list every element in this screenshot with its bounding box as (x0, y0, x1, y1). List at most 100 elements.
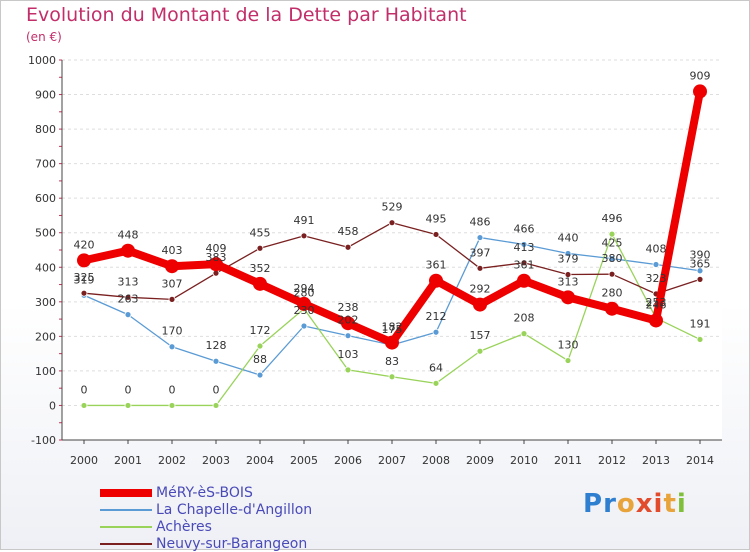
data-point (432, 379, 440, 387)
y-tick-label: 500 (35, 227, 56, 240)
data-point (388, 219, 396, 227)
data-label: 103 (338, 348, 359, 361)
data-label: 238 (338, 301, 359, 314)
data-label: 253 (646, 296, 667, 309)
x-tick-label: 2014 (686, 454, 714, 467)
data-label: 319 (74, 273, 95, 286)
data-point (209, 257, 223, 272)
y-tick-label: -100 (31, 434, 56, 447)
data-point (344, 366, 352, 374)
data-label: 0 (213, 383, 220, 396)
x-tick-label: 2004 (246, 454, 274, 467)
data-point (476, 347, 484, 355)
data-point (124, 402, 132, 409)
logo-letter: P (583, 489, 604, 519)
x-tick-label: 2001 (114, 454, 142, 467)
y-tick-label: 1000 (28, 54, 56, 67)
data-point (693, 84, 707, 99)
data-point (564, 250, 572, 257)
data-label: 323 (646, 272, 667, 285)
data-point (344, 243, 352, 251)
data-point (77, 253, 91, 268)
data-label: 208 (514, 312, 535, 325)
chart-legend: MéRY-èS-BOIS La Chapelle-d'Angillon Achère… (100, 484, 312, 552)
x-tick-label: 2012 (598, 454, 626, 467)
data-label: 413 (514, 241, 535, 254)
data-label: 458 (338, 225, 359, 238)
legend-item: La Chapelle-d'Angillon (100, 501, 312, 518)
data-point (341, 316, 355, 331)
y-tick-label: 300 (35, 296, 56, 309)
data-label: 361 (426, 259, 447, 272)
x-tick-label: 2002 (158, 454, 186, 467)
data-point (256, 244, 264, 252)
data-label: 409 (206, 242, 227, 255)
data-point (608, 230, 616, 238)
data-point (253, 276, 267, 291)
data-label: 280 (294, 287, 315, 300)
data-point (605, 301, 619, 316)
data-label: 352 (250, 262, 271, 275)
chart-subtitle: (en €) (26, 30, 62, 44)
data-label: 280 (602, 287, 623, 300)
data-point (473, 297, 487, 312)
data-label: 448 (118, 229, 139, 242)
data-label: 455 (250, 226, 271, 239)
data-point (80, 402, 88, 409)
proxiti-logo: Proxiti (583, 489, 687, 519)
data-point (297, 296, 311, 311)
legend-label: La Chapelle-d'Angillon (156, 501, 313, 518)
y-tick-label: 700 (35, 158, 56, 171)
data-label: 294 (294, 282, 315, 295)
data-label: 361 (514, 259, 535, 272)
data-label: 182 (382, 321, 403, 334)
data-point (212, 357, 220, 365)
data-point (388, 373, 396, 381)
logo-letter: r (603, 489, 617, 519)
data-point (165, 259, 179, 274)
data-label: 0 (81, 383, 88, 396)
x-tick-label: 2010 (510, 454, 538, 467)
legend-item: Achères (100, 518, 312, 535)
data-label: 397 (470, 246, 491, 259)
y-tick-label: 200 (35, 330, 56, 343)
data-point (432, 231, 440, 238)
data-label: 246 (646, 298, 667, 311)
data-point (561, 290, 575, 305)
data-point (168, 402, 176, 409)
data-label: 491 (294, 214, 315, 227)
logo-letter: t (663, 489, 677, 519)
legend-item: MéRY-èS-BOIS (100, 484, 312, 501)
data-label: 379 (558, 253, 579, 266)
data-point (652, 261, 660, 268)
data-label: 292 (470, 283, 491, 296)
legend-item: Neuvy-sur-Barangeon (100, 535, 312, 552)
data-label: 128 (206, 339, 227, 352)
x-tick-label: 2006 (334, 454, 362, 467)
data-point (520, 241, 528, 248)
x-tick-label: 2003 (202, 454, 230, 467)
data-label: 64 (429, 361, 443, 374)
data-label: 383 (206, 251, 227, 264)
data-point (608, 270, 616, 278)
data-point (696, 267, 704, 275)
x-tick-label: 2007 (378, 454, 406, 467)
legend-label: Achères (156, 518, 212, 535)
data-point (256, 371, 264, 379)
data-point (517, 273, 531, 288)
data-label: 909 (690, 69, 711, 82)
data-point (429, 273, 443, 288)
x-tick-label: 2008 (422, 454, 450, 467)
legend-label: MéRY-èS-BOIS (156, 484, 253, 501)
legend-label: Neuvy-sur-Barangeon (156, 535, 308, 552)
legend-swatch (100, 525, 152, 528)
data-point (608, 255, 616, 263)
y-tick-label: 900 (35, 89, 56, 102)
data-label: 0 (125, 383, 132, 396)
data-point (385, 335, 399, 350)
data-point (300, 322, 308, 330)
data-label: 496 (602, 212, 623, 225)
data-point (520, 330, 528, 338)
data-point (168, 295, 176, 303)
